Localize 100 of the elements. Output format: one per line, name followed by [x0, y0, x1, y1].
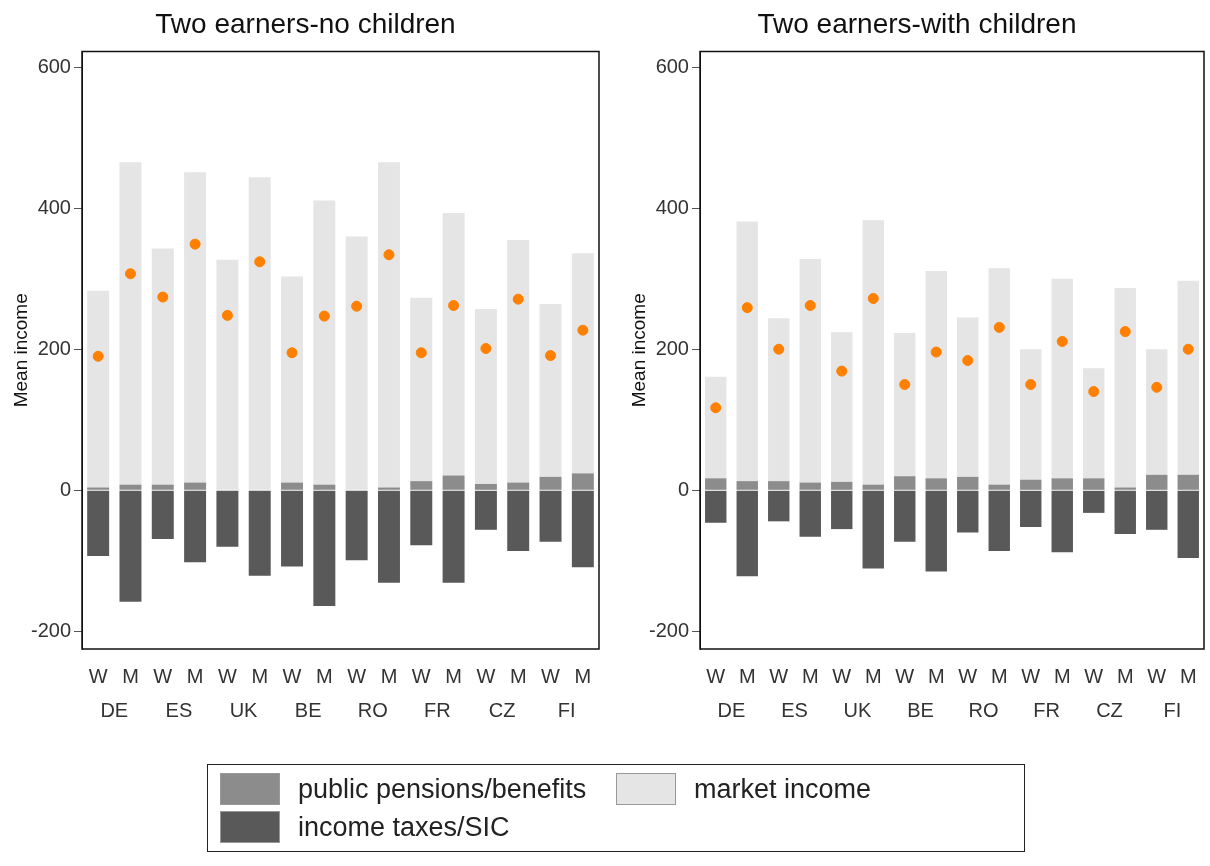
bar [957, 490, 979, 533]
y-tick-label: 0 [59, 477, 71, 500]
text: BE [907, 698, 934, 721]
point [254, 256, 266, 268]
bar [768, 318, 790, 482]
text: ES [781, 698, 808, 721]
bar [925, 478, 947, 490]
bar [957, 317, 979, 477]
bar [474, 490, 497, 530]
point [1119, 326, 1131, 338]
x-tick-label: M [864, 664, 882, 687]
point [741, 302, 753, 314]
x-tick-label: M [509, 664, 527, 687]
bar [1020, 490, 1042, 527]
point [221, 309, 233, 321]
y-tick-label: -200 [648, 618, 689, 641]
bar [216, 259, 239, 490]
bar [410, 481, 433, 490]
point [899, 379, 911, 391]
y-tick-label: 0 [677, 477, 689, 500]
bar [377, 162, 400, 488]
bar [507, 482, 530, 490]
bar [87, 487, 110, 490]
bar [119, 484, 142, 490]
bar [736, 221, 758, 482]
chart-title: Two earners-with children [757, 7, 1077, 39]
x-tick-label: W [769, 664, 789, 687]
x-tick-label: W [706, 664, 726, 687]
x-tick-label: M [251, 664, 269, 687]
x-tick-label: M [927, 664, 945, 687]
text: FI [1163, 698, 1182, 721]
bar [1146, 349, 1168, 475]
x-tick-label: W [217, 664, 237, 687]
point [993, 321, 1005, 333]
bar [87, 290, 110, 488]
text: UK [229, 698, 259, 721]
bar [894, 476, 916, 490]
bar [862, 490, 884, 569]
x-tick-label: M [445, 664, 462, 687]
legend-label: income taxes/SIC [298, 811, 510, 843]
bar [442, 490, 465, 583]
bar [831, 332, 853, 482]
bar [957, 476, 979, 490]
y-tick-label: 200 [655, 336, 689, 359]
bar [571, 473, 594, 490]
x-tick-label: W [958, 664, 978, 687]
bar [539, 490, 562, 542]
x-tick-label: W [476, 664, 496, 687]
x-tick-label: W [347, 664, 367, 687]
bar [862, 220, 884, 485]
x-tick-label: W [88, 664, 108, 687]
bar [705, 478, 727, 490]
bar [768, 490, 790, 522]
bar [313, 200, 336, 485]
point [157, 291, 169, 303]
point [318, 310, 330, 322]
x-tick-label: M [1053, 664, 1071, 687]
bar [571, 253, 594, 474]
bar [988, 484, 1010, 490]
point [804, 300, 816, 312]
y-tick-label: 600 [655, 54, 689, 77]
bar [474, 483, 497, 490]
point [286, 347, 298, 359]
bar [705, 490, 727, 523]
bar [281, 490, 304, 567]
legend-label: market income [694, 773, 872, 805]
point [1056, 335, 1068, 347]
bar [894, 333, 916, 477]
bar [768, 481, 790, 490]
bar [1051, 278, 1073, 479]
legend-label: public pensions/benefits [298, 773, 587, 805]
bar [799, 482, 821, 490]
bar [1051, 478, 1073, 490]
y-tick-label: 400 [37, 195, 71, 218]
bar [119, 490, 142, 602]
text: ES [165, 698, 193, 721]
bar [151, 484, 174, 490]
bar [410, 490, 433, 546]
x-tick-label: W [895, 664, 915, 687]
bar [377, 487, 400, 490]
text: RO [357, 698, 388, 721]
bar [988, 490, 1010, 551]
bar [1051, 490, 1073, 553]
bar [925, 270, 947, 479]
point [1182, 343, 1194, 355]
y-tick-label: 600 [37, 54, 71, 77]
y-tick-label: 400 [655, 195, 689, 218]
x-tick-label: M [574, 664, 592, 687]
bar [151, 490, 174, 539]
point [836, 365, 848, 377]
text: CZ [488, 698, 516, 721]
bar [1020, 349, 1042, 480]
bar [184, 172, 207, 483]
point [415, 347, 427, 359]
point [577, 324, 589, 336]
text: RO [968, 698, 999, 721]
point [710, 402, 722, 414]
x-tick-label: M [801, 664, 819, 687]
point [92, 350, 104, 362]
bar [474, 309, 497, 484]
